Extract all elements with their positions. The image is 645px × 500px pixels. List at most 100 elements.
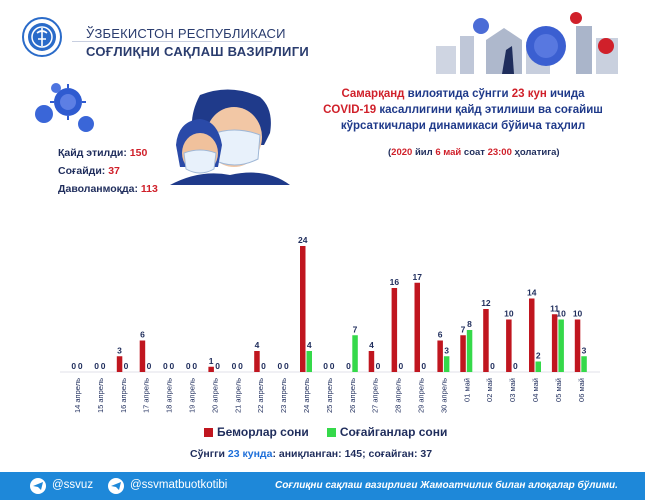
value-label-recovered: 0	[421, 361, 426, 371]
summary-line: Сўнгги 23 кунда: аниқланган: 145; соғайг…	[190, 448, 432, 460]
value-label-recovered: 4	[307, 340, 312, 350]
summary-part-2: : аниқланган: 145; соғайган: 37	[272, 448, 433, 460]
value-label-recovered: 3	[582, 345, 587, 355]
bar-recovered	[306, 351, 312, 372]
legend-item-patients: Беморлар сони	[204, 425, 309, 439]
treated-value: 113	[140, 183, 158, 195]
x-tick-label: 06 май	[577, 378, 586, 402]
x-tick-label: 17 апрель	[142, 378, 151, 413]
legend-label-recovered: Соғайганлар сони	[339, 425, 448, 439]
telegram-icon[interactable]	[108, 478, 124, 494]
value-label-recovered: 0	[169, 361, 174, 371]
x-tick-label: 22 апрель	[256, 378, 265, 413]
title-covid: COVID-19	[323, 104, 377, 116]
value-label-patients: 3	[117, 345, 122, 355]
legend-swatch-patients	[204, 427, 213, 437]
value-label-recovered: 0	[101, 361, 106, 371]
value-label-patients: 6	[438, 330, 443, 340]
bar-patients	[300, 246, 306, 372]
date-line: (2020 йил 6 май соат 23:00 ҳолатига)	[388, 147, 560, 158]
value-label-patients: 0	[323, 361, 328, 371]
masked-people-illustration	[170, 89, 290, 185]
value-label-recovered: 0	[215, 361, 220, 371]
footer-note: Соғлиқни сақлаш вазирлиги Жамоатчилик би…	[275, 480, 618, 491]
x-tick-label: 28 апрель	[394, 378, 403, 413]
bar-patients	[368, 351, 375, 372]
recovered-label: Соғайди:	[58, 165, 106, 177]
value-label-patients: 17	[413, 272, 423, 282]
value-label-patients: 0	[232, 361, 237, 371]
title-line-2: COVID-19 касаллигини қайд этилиши ва соғ…	[298, 102, 628, 118]
x-tick-label: 24 апрель	[302, 378, 311, 413]
legend-label-patients: Беморлар сони	[217, 425, 309, 439]
value-label-patients: 1	[209, 356, 214, 366]
telegram-handle-press[interactable]: @ssvmatbuotkotibi	[130, 479, 228, 491]
value-label-recovered: 0	[261, 361, 266, 371]
bar-recovered	[535, 361, 541, 372]
value-label-patients: 12	[481, 298, 491, 308]
bar-patients	[551, 314, 558, 372]
republic-name: ЎЗБЕКИСТОН РЕСПУБЛИКАСИ	[86, 26, 286, 41]
bar-recovered	[443, 356, 450, 372]
title-part-1: вилоятида сўнгги	[404, 88, 512, 100]
recovered-value: 37	[108, 165, 120, 177]
title-line-1: Самарқанд вилоятида сўнгги 23 кун ичида	[298, 86, 628, 102]
x-tick-label: 14 апрель	[73, 378, 82, 413]
ministry-emblem-icon	[22, 17, 62, 57]
bar-patients	[116, 356, 123, 372]
x-tick-label: 04 май	[531, 378, 540, 402]
value-label-patients: 4	[255, 340, 260, 350]
legend-item-recovered: Соғайганлар сони	[326, 425, 448, 439]
date-part-3: ҳолатига)	[511, 147, 560, 158]
footer-bar: @ssvuz @ssvmatbuotkotibi Соғлиқни сақлаш…	[0, 472, 645, 500]
value-label-recovered: 0	[376, 361, 381, 371]
value-label-patients: 0	[71, 361, 76, 371]
value-label-patients: 14	[527, 288, 537, 298]
date-day: 6 май	[435, 147, 462, 158]
date-year: 2020	[391, 147, 413, 158]
value-label-recovered: 2	[536, 351, 541, 361]
x-tick-label: 05 май	[554, 378, 563, 402]
value-label-recovered: 0	[513, 361, 518, 371]
bar-patients	[529, 298, 535, 372]
value-label-recovered: 10	[556, 309, 566, 319]
value-label-patients: 0	[346, 361, 351, 371]
value-label-patients: 10	[504, 309, 514, 319]
title-part-3: касаллигини қайд этилиши ва соғайиш	[376, 104, 603, 116]
title-part-2: ичида	[546, 88, 585, 100]
coronavirus-city-illustration	[436, 12, 618, 74]
value-label-recovered: 0	[238, 361, 243, 371]
title-days: 23 кун	[511, 88, 547, 100]
date-part-1: йил	[412, 147, 436, 158]
header: ЎЗБЕКИСТОН РЕСПУБЛИКАСИ СОҒЛИҚНИ САҚЛАШ …	[0, 0, 645, 74]
x-tick-label: 25 апрель	[325, 378, 334, 413]
value-label-recovered: 7	[353, 324, 358, 334]
value-label-patients: 4	[369, 340, 374, 350]
date-time: 23:00	[487, 147, 512, 158]
value-label-recovered: 3	[444, 345, 449, 355]
value-label-recovered: 8	[467, 319, 472, 329]
bar-recovered	[581, 356, 587, 372]
recovered-stat: Соғайди: 37	[58, 162, 158, 180]
x-tick-label: 15 апрель	[96, 378, 105, 413]
telegram-handle-ssvuz[interactable]: @ssvuz	[52, 479, 94, 491]
bar-patients	[414, 282, 420, 372]
bar-patients	[208, 366, 214, 372]
bar-patients	[460, 335, 466, 372]
bar-patients	[139, 340, 146, 372]
treated-stat: Даволанмоқда: 113	[58, 180, 158, 198]
value-label-recovered: 0	[192, 361, 197, 371]
value-label-recovered: 0	[330, 361, 335, 371]
bar-patients	[437, 340, 443, 372]
legend-swatch-recovered	[326, 427, 336, 437]
bar-recovered	[558, 319, 564, 372]
telegram-icon[interactable]	[30, 478, 46, 494]
chart-legend: Беморлар сони Соғайганлар сони	[204, 425, 457, 439]
value-label-recovered: 0	[147, 361, 152, 371]
value-label-patients: 0	[94, 361, 99, 371]
bar-patients	[506, 319, 512, 372]
treated-label: Даволанмоқда:	[58, 183, 138, 195]
x-tick-label: 18 апрель	[165, 378, 174, 413]
chart-title: Самарқанд вилоятида сўнгги 23 кун ичида …	[298, 86, 628, 134]
bar-patients	[574, 319, 581, 372]
